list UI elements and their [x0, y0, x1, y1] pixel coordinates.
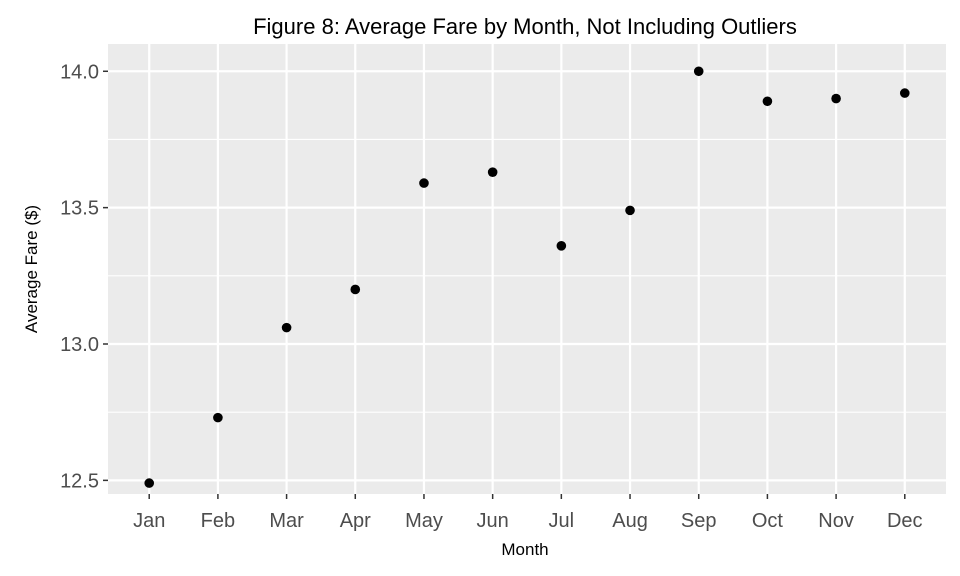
- data-point: [419, 178, 429, 188]
- minor-gridlines: [108, 138, 946, 413]
- y-tick-label: 14.0: [60, 61, 99, 83]
- data-point: [556, 241, 567, 251]
- x-tick-label: Jan: [133, 510, 165, 532]
- data-point: [899, 88, 910, 98]
- data-point: [487, 167, 498, 177]
- y-tick-label: 13.5: [60, 198, 99, 220]
- x-tick-label: Feb: [201, 510, 235, 532]
- y-tick-label: 12.5: [60, 470, 99, 492]
- data-points: [144, 66, 910, 488]
- data-point: [831, 93, 841, 104]
- x-tick-label: Mar: [269, 510, 304, 532]
- x-tick-label: Dec: [887, 510, 923, 532]
- x-axis-title: Month: [501, 540, 548, 559]
- y-tick-label: 13.0: [60, 334, 99, 356]
- y-axis: 12.5 13.0 13.5 14.0: [60, 61, 108, 492]
- data-point: [693, 66, 704, 77]
- x-tick-label: Nov: [818, 510, 854, 532]
- x-tick-label: Apr: [340, 510, 371, 532]
- data-point: [350, 284, 361, 295]
- x-tick-label: Sep: [681, 510, 717, 532]
- y-axis-title: Average Fare ($): [22, 205, 41, 333]
- x-tick-label: Jul: [549, 510, 575, 532]
- x-tick-label: Oct: [752, 510, 784, 532]
- x-axis: Jan Feb Mar Apr May Jun Jul Aug Sep Oct Nov Dec: [133, 494, 923, 532]
- data-point: [762, 96, 773, 107]
- chart-title: Figure 8: Average Fare by Month, Not Inc…: [253, 14, 797, 39]
- x-tick-label: May: [405, 510, 443, 532]
- data-point: [213, 412, 223, 423]
- data-point: [625, 205, 635, 216]
- x-tick-label: Aug: [612, 510, 648, 532]
- plot-panel: [108, 44, 946, 494]
- major-gridlines: [108, 44, 946, 494]
- x-tick-label: Jun: [477, 510, 509, 532]
- data-point: [144, 478, 155, 488]
- data-point: [281, 322, 292, 333]
